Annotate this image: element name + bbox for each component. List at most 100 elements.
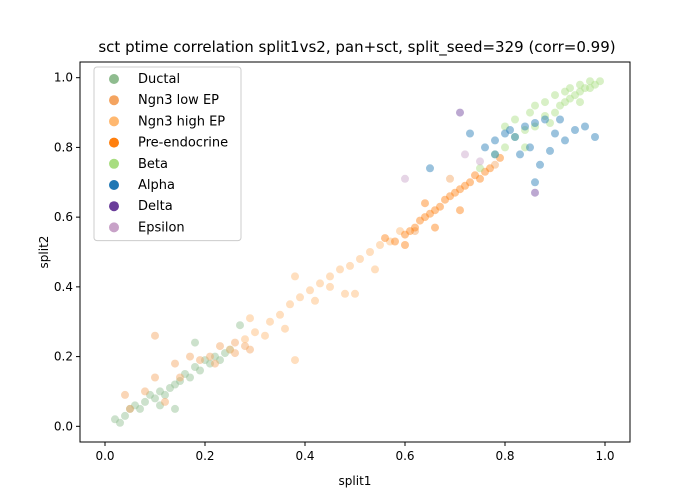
point-pre-endocrine bbox=[436, 202, 444, 211]
point-beta bbox=[551, 108, 559, 117]
point-alpha bbox=[561, 136, 569, 145]
point-beta bbox=[591, 80, 599, 89]
point-ngn3-high-ep bbox=[366, 248, 374, 256]
point-ngn3-high-ep bbox=[346, 261, 354, 270]
legend-label: Pre-endocrine bbox=[138, 136, 228, 151]
point-beta bbox=[586, 77, 594, 86]
point-beta bbox=[546, 119, 554, 127]
legend-label: Ductal bbox=[138, 72, 180, 87]
x-tick-label: 0.6 bbox=[395, 449, 414, 463]
legend-marker bbox=[109, 180, 119, 190]
point-pre-endocrine bbox=[471, 171, 479, 180]
point-ngn3-low-ep bbox=[216, 342, 224, 351]
point-ngn3-low-ep bbox=[141, 387, 149, 396]
x-axis-ticks: 0.0 0.2 0.4 0.6 0.8 1.0 bbox=[95, 442, 615, 463]
point-beta bbox=[586, 84, 594, 93]
point-beta bbox=[551, 91, 559, 100]
legend-marker bbox=[109, 137, 119, 148]
point-pre-endocrine bbox=[456, 185, 464, 194]
point-ngn3-low-ep bbox=[206, 352, 214, 361]
point-ngn3-high-ep bbox=[261, 331, 269, 340]
point-beta bbox=[541, 98, 549, 107]
point-alpha bbox=[526, 143, 534, 152]
point-ngn3-high-ep bbox=[351, 289, 359, 298]
point-ductal bbox=[176, 377, 184, 385]
point-pre-endocrine bbox=[431, 206, 439, 215]
plot-frame bbox=[79, 61, 631, 443]
point-epsilon bbox=[461, 150, 469, 159]
point-ductal bbox=[166, 384, 174, 392]
point-ductal bbox=[171, 380, 179, 389]
point-beta bbox=[561, 98, 569, 107]
point-ngn3-low-ep bbox=[411, 227, 419, 236]
point-pre-endocrine bbox=[411, 223, 419, 232]
point-alpha bbox=[541, 115, 549, 124]
point-ductal bbox=[111, 415, 119, 424]
legend-marker bbox=[109, 222, 119, 233]
point-ngn3-high-ep bbox=[371, 265, 379, 274]
point-pre-endocrine bbox=[421, 199, 429, 208]
point-pre-endocrine bbox=[461, 181, 469, 190]
point-pre-endocrine bbox=[486, 164, 494, 173]
point-ngn3-high-ep bbox=[226, 345, 234, 354]
point-epsilon bbox=[401, 174, 409, 183]
point-ngn3-low-ep bbox=[171, 359, 179, 368]
y-axis-ticks: 0.0 0.2 0.4 0.6 0.8 1.0 bbox=[54, 71, 80, 433]
point-ngn3-high-ep bbox=[276, 310, 284, 319]
point-ngn3-low-ep bbox=[176, 373, 184, 382]
x-tick-label: 0.0 bbox=[95, 449, 114, 463]
legend-label: Ngn3 low EP bbox=[138, 93, 219, 108]
point-pre-endocrine bbox=[466, 178, 474, 187]
point-pre-endocrine bbox=[451, 188, 459, 197]
point-pre-endocrine bbox=[416, 216, 424, 225]
point-beta bbox=[491, 150, 499, 159]
point-pre-endocrine bbox=[441, 195, 449, 204]
point-ductal bbox=[196, 366, 204, 375]
x-tick-label: 0.8 bbox=[495, 449, 514, 463]
y-tick-label: 0.8 bbox=[54, 140, 73, 154]
legend-label: Alpha bbox=[138, 178, 175, 193]
point-ductal bbox=[136, 404, 144, 413]
point-alpha bbox=[556, 115, 564, 124]
point-alpha bbox=[516, 150, 524, 159]
point-alpha bbox=[531, 119, 539, 127]
legend-marker bbox=[109, 74, 119, 84]
point-ngn3-high-ep bbox=[376, 241, 384, 249]
point-ngn3-high-ep bbox=[311, 296, 319, 305]
point-beta bbox=[526, 108, 534, 117]
point-ductal bbox=[191, 363, 199, 371]
point-ductal bbox=[156, 401, 164, 410]
y-tick-label: 0.0 bbox=[54, 419, 73, 433]
point-pre-endocrine bbox=[426, 209, 434, 218]
point-ductal bbox=[206, 359, 214, 368]
point-ductal bbox=[216, 356, 224, 365]
point-ngn3-low-ep bbox=[151, 331, 159, 340]
y-tick-label: 0.6 bbox=[54, 210, 73, 224]
point-ngn3-high-ep bbox=[291, 356, 299, 365]
legend-marker bbox=[109, 158, 119, 169]
point-alpha bbox=[491, 150, 499, 159]
point-ngn3-high-ep bbox=[336, 265, 344, 274]
x-tick-label: 1.0 bbox=[595, 449, 614, 463]
point-alpha bbox=[521, 122, 529, 131]
point-beta bbox=[566, 84, 574, 93]
point-ngn3-low-ep bbox=[241, 342, 249, 351]
point-pre-endocrine bbox=[401, 230, 409, 239]
point-pre-endocrine bbox=[406, 227, 414, 236]
point-ductal bbox=[116, 418, 124, 427]
point-pre-endocrine bbox=[476, 174, 484, 183]
legend-marker bbox=[109, 116, 119, 127]
point-beta bbox=[501, 143, 509, 152]
point-delta bbox=[531, 188, 539, 197]
point-alpha bbox=[591, 133, 599, 141]
legend: Ductal Ngn3 low EP Ngn3 high EP Pre-endocri… bbox=[93, 66, 242, 242]
point-pre-endocrine bbox=[421, 213, 429, 222]
point-ngn3-low-ep bbox=[126, 404, 134, 413]
point-beta bbox=[561, 87, 569, 96]
point-ductal bbox=[236, 321, 244, 330]
point-ngn3-high-ep bbox=[316, 279, 324, 288]
point-beta bbox=[571, 91, 579, 100]
point-alpha bbox=[491, 136, 499, 145]
point-pre-endocrine bbox=[496, 153, 504, 162]
